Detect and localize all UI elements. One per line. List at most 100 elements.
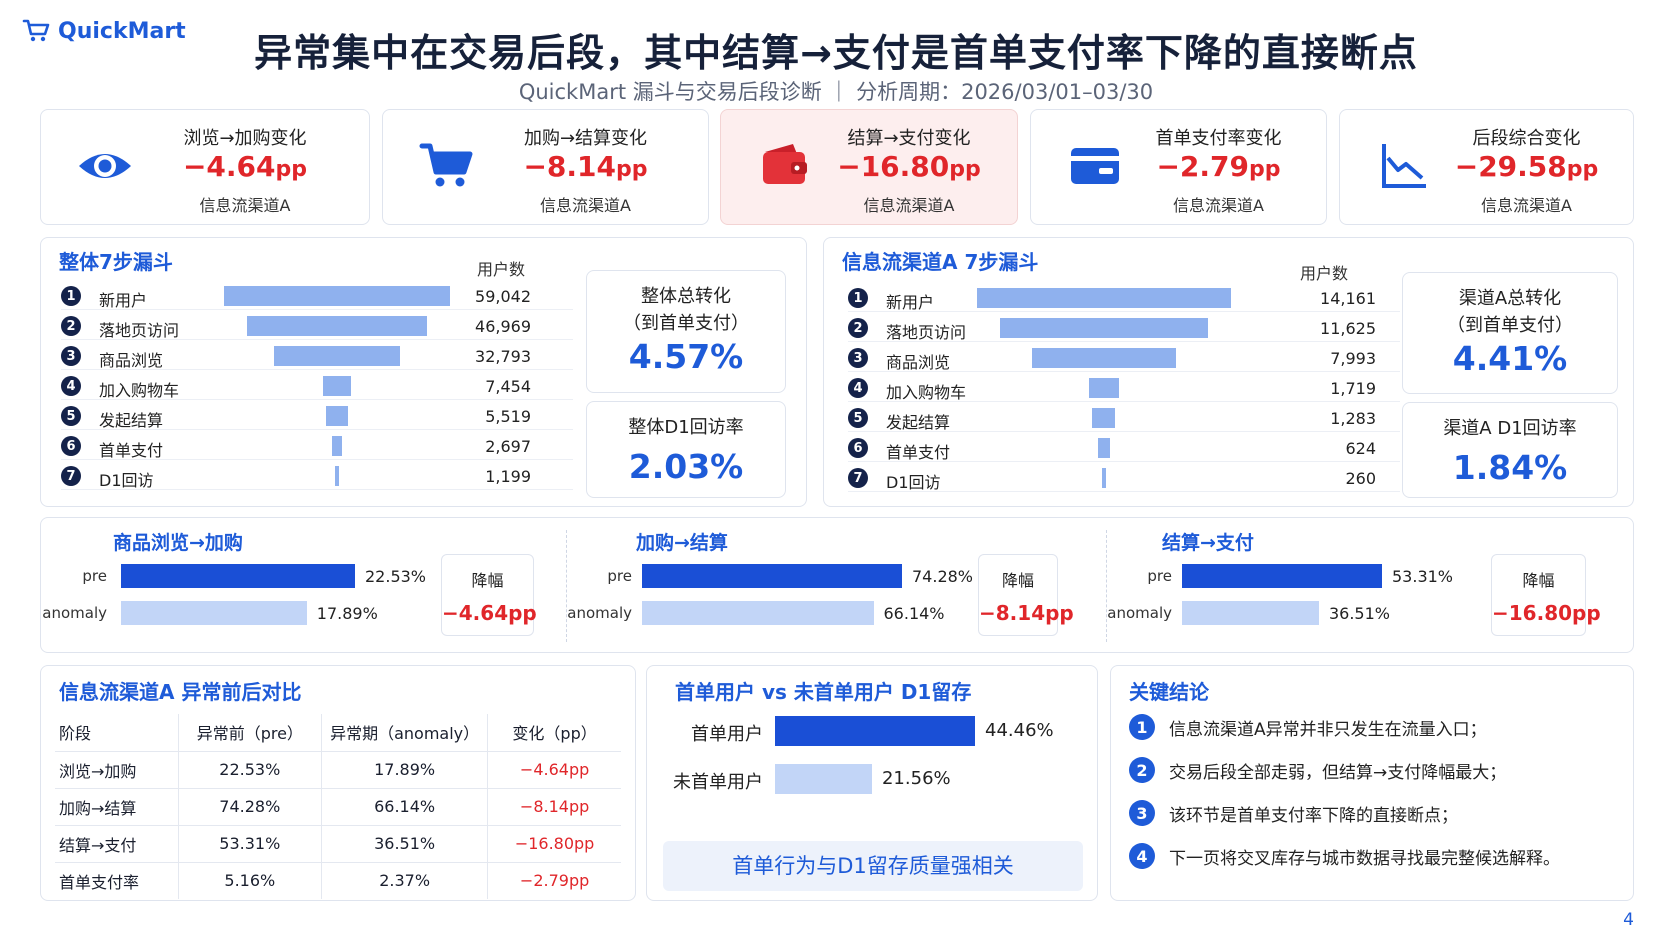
- row-divider: [848, 461, 1400, 462]
- comparison-category-label: pre: [607, 567, 632, 585]
- kpi-value: −16.80pp: [837, 150, 981, 183]
- conclusion-number: 2: [1129, 757, 1155, 783]
- funnel-row: 7 D1回访 260: [848, 464, 1400, 492]
- comparison-title: 结算→支付: [1162, 532, 1254, 554]
- card-icon: [1071, 148, 1119, 184]
- table-cell: 加购→结算: [55, 787, 179, 825]
- conclusions-list: 1 信息流渠道A异常并非只发生在流量入口； 2 交易后段全部走弱，但结算→支付降幅最大…: [1129, 714, 1629, 894]
- funnel-value-label: 7,993: [1330, 349, 1376, 368]
- kpi-value: −29.58pp: [1454, 150, 1599, 183]
- kpi-sub: 信息流渠道A: [1173, 196, 1264, 215]
- conclusion-item: 4 下一页将交叉库存与城市数据寻找最完整候选解释。: [1129, 843, 1560, 869]
- retention-bar: [775, 764, 872, 794]
- divider: [1106, 530, 1107, 642]
- funnel-category-label: 新用户: [99, 291, 148, 310]
- funnel-bar: [331, 436, 343, 456]
- funnel-value-label: 5,519: [485, 407, 531, 426]
- channel-total-rate-box: 渠道A总转化 （到首单支付） 4.41%: [1402, 272, 1618, 394]
- step-number: 6: [848, 438, 868, 458]
- funnel-row: 6 首单支付 624: [848, 434, 1400, 462]
- funnel-category-label: 新用户: [886, 293, 935, 312]
- row-divider: [848, 431, 1400, 432]
- step-number: 1: [848, 288, 868, 308]
- row-divider: [61, 429, 573, 430]
- kpi-label: 首单支付率变化: [1155, 128, 1282, 149]
- funnel-bar: [247, 316, 427, 336]
- comparison-value-label: 17.89%: [316, 604, 378, 623]
- comparison-bar: [1182, 564, 1382, 588]
- total-rate-label-sub: （到首单支付）: [1447, 315, 1573, 336]
- kpi-card-checkout-pay: 结算→支付变化 −16.80pp 信息流渠道A: [720, 109, 1018, 225]
- step-number: 4: [61, 376, 81, 396]
- table-cell: −16.80pp: [487, 824, 621, 862]
- step-number: 6: [61, 436, 81, 456]
- funnel-bar: [999, 318, 1209, 338]
- funnel-value-label: 1,199: [485, 467, 531, 486]
- channel-funnel-chart: 1 新用户 14,161 2 落地页访问 11,625 3 商品浏览 7,993 4 加入购物车 1,…: [848, 284, 1400, 494]
- row-divider: [61, 459, 573, 460]
- funnel-row: 4 加入购物车 1,719: [848, 374, 1400, 402]
- kpi-label: 加购→结算变化: [523, 128, 648, 149]
- total-rate-label-sub: （到首单支付）: [623, 313, 749, 334]
- table-cell: 结算→支付: [55, 824, 179, 862]
- comparison-category-label: anomaly: [567, 604, 632, 622]
- comparison-title: 加购→结算: [636, 532, 728, 554]
- comparison-bar: [1182, 601, 1319, 625]
- channel-d1-rate-box: 渠道A D1回访率 1.84%: [1402, 402, 1618, 498]
- step-number: 7: [848, 468, 868, 488]
- row-divider: [61, 489, 573, 490]
- funnel-bar: [322, 376, 352, 396]
- table-header-cell: 异常期（anomaly）: [321, 714, 488, 751]
- comparison-category-label: pre: [82, 567, 107, 585]
- logo-text: QuickMart: [58, 18, 186, 44]
- comparison-category-label: anomaly: [1107, 604, 1172, 622]
- comparison-value-label: 36.51%: [1328, 604, 1390, 623]
- funnel-value-label: 46,969: [475, 317, 531, 336]
- table-header-cell: 变化（pp）: [487, 714, 621, 751]
- comparison-table: 阶段 异常前（pre） 异常期（anomaly） 变化（pp） 浏览→加购 22.53% 1…: [55, 714, 621, 899]
- conclusion-number: 3: [1129, 800, 1155, 826]
- kpi-value: −8.14pp: [523, 150, 648, 183]
- overall-funnel-panel: 整体7步漏斗 用户数 1 新用户 59,042 2 落地页访问 46,969 3 商品浏览 32…: [40, 237, 807, 507]
- table-cell: 5.16%: [177, 861, 322, 899]
- retention-title: 首单用户 vs 未首单用户 D1留存: [675, 680, 972, 704]
- funnel-value-label: 2,697: [485, 437, 531, 456]
- funnel-row: 1 新用户 59,042: [61, 282, 573, 310]
- conclusion-number: 4: [1129, 843, 1155, 869]
- funnel-row: 4 加入购物车 7,454: [61, 372, 573, 400]
- comparison-value-label: 66.14%: [883, 604, 945, 623]
- conclusion-text: 该环节是首单支付率下降的直接断点；: [1169, 805, 1458, 826]
- row-divider: [61, 309, 573, 310]
- funnel-row: 5 发起结算 5,519: [61, 402, 573, 430]
- funnel-bar: [1088, 378, 1120, 398]
- funnel-value-label: 624: [1345, 439, 1376, 458]
- funnel-category-label: 商品浏览: [886, 353, 951, 372]
- step-number: 7: [61, 466, 81, 486]
- conclusion-item: 1 信息流渠道A异常并非只发生在流量入口；: [1129, 714, 1487, 740]
- row-divider: [61, 369, 573, 370]
- comparison-bar: [121, 601, 307, 625]
- comparison-value-label: 74.28%: [912, 567, 974, 586]
- funnel-row: 2 落地页访问 46,969: [61, 312, 573, 340]
- row-divider: [848, 491, 1400, 492]
- retention-panel: 首单用户 vs 未首单用户 D1留存 首单用户 44.46% 未首单用户 21.56%…: [646, 665, 1098, 901]
- funnel-category-label: 首单支付: [99, 441, 164, 460]
- drop-box: 降幅 −8.14pp: [978, 554, 1074, 636]
- funnel-bar: [1092, 408, 1116, 428]
- table-cell: 浏览→加购: [55, 750, 179, 788]
- step-number: 3: [848, 348, 868, 368]
- funnel-row: 1 新用户 14,161: [848, 284, 1400, 312]
- retention-category-label: 首单用户: [691, 724, 763, 745]
- d1-rate-value: 2.03%: [628, 447, 744, 486]
- table-title: 信息流渠道A 异常前后对比: [59, 680, 302, 704]
- channel-funnel-ylabel: 用户数: [1300, 264, 1349, 283]
- kpi-card-backend-total: 后段综合变化 −29.58pp 信息流渠道A: [1339, 109, 1634, 225]
- table-header-cell: 异常前（pre）: [177, 714, 322, 751]
- funnel-category-label: 发起结算: [99, 411, 164, 430]
- step-number: 5: [61, 406, 81, 426]
- funnel-row: 3 商品浏览 7,993: [848, 344, 1400, 372]
- funnel-category-label: D1回访: [99, 471, 154, 490]
- funnel-bar: [326, 406, 348, 426]
- funnel-bar: [224, 286, 450, 306]
- divider: [566, 530, 567, 642]
